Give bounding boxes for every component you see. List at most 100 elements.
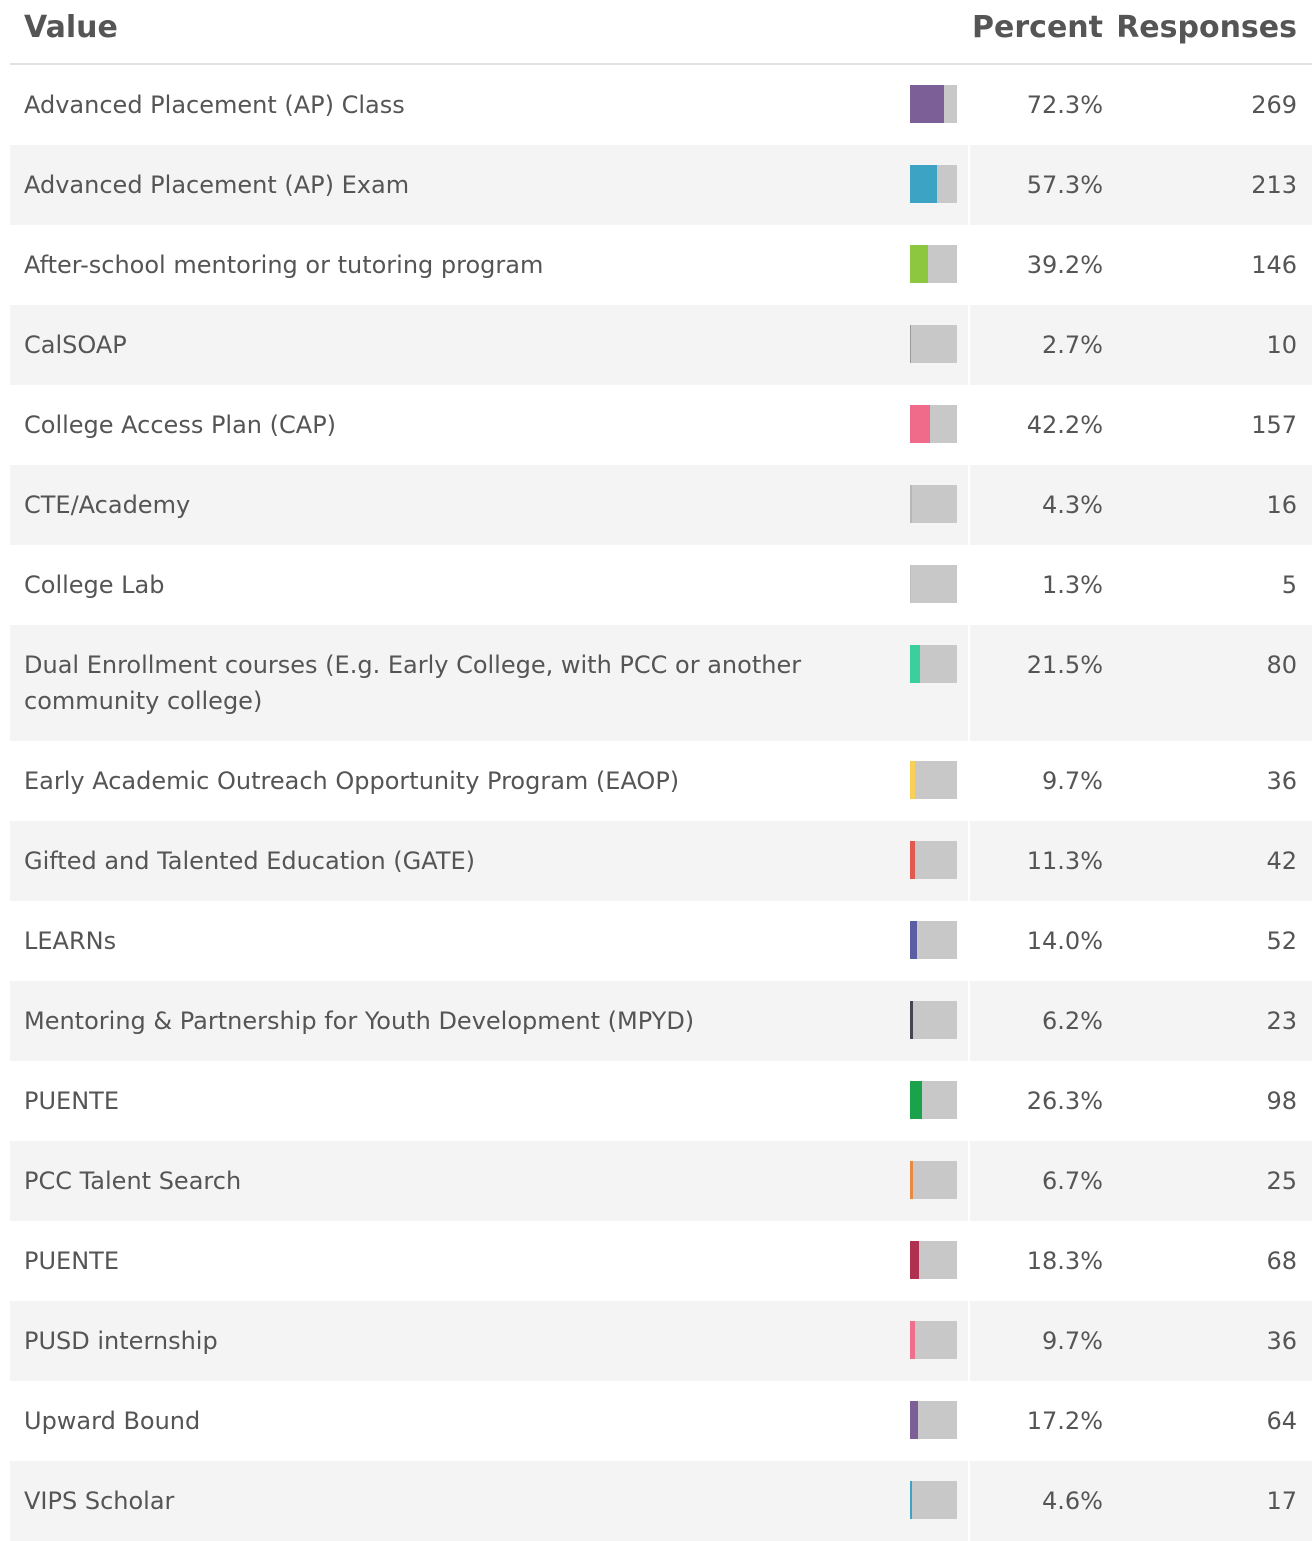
value-label: VIPS Scholar — [24, 1487, 175, 1515]
row: PCC Talent Search 6.7% 25 — [10, 1141, 1312, 1221]
responses: 80 — [1266, 651, 1297, 679]
row: Dual Enrollment courses (E.g. Early Coll… — [10, 625, 1312, 741]
bar-track — [910, 165, 957, 203]
percent: 26.3% — [1026, 1087, 1103, 1115]
row: College Access Plan (CAP) 42.2% 157 — [10, 385, 1312, 465]
value-label: Early Academic Outreach Opportunity Prog… — [24, 767, 680, 795]
bar-fill — [910, 1481, 913, 1519]
value-label: CTE/Academy — [24, 491, 191, 519]
header-cell: Value — [24, 10, 118, 45]
percent: 11.3% — [1026, 847, 1103, 875]
value-label: Gifted and Talented Education (GATE) — [24, 847, 476, 875]
bar-track — [910, 841, 957, 879]
percent: 14.0% — [1026, 927, 1103, 955]
percent: 18.3% — [1026, 1247, 1103, 1275]
bar-fill — [910, 565, 911, 603]
header-cell: Percent — [972, 10, 1103, 45]
bar-fill — [910, 325, 912, 363]
value-label: College Access Plan (CAP) — [24, 411, 337, 439]
bar-track — [910, 565, 957, 603]
responses: 36 — [1266, 767, 1297, 795]
responses: 25 — [1266, 1167, 1297, 1195]
responses: 64 — [1266, 1407, 1297, 1435]
percent: 6.7% — [1042, 1167, 1103, 1195]
bar-fill — [910, 405, 930, 443]
bar-track — [910, 1081, 957, 1119]
bar-fill — [910, 165, 937, 203]
bar-fill — [910, 921, 917, 959]
percent: 4.3% — [1042, 491, 1103, 519]
percent: 42.2% — [1026, 411, 1103, 439]
bar-track — [910, 325, 957, 363]
bar-track — [910, 921, 957, 959]
header-row: Value Percent Responses — [10, 0, 1312, 65]
percent: 1.3% — [1042, 571, 1103, 599]
value-label: Mentoring & Partnership for Youth Develo… — [24, 1007, 695, 1035]
row: Gifted and Talented Education (GATE) 11.3… — [10, 821, 1312, 901]
value-label: Advanced Placement (AP) Exam — [24, 171, 410, 199]
bar-fill — [910, 1161, 914, 1199]
percent: 4.6% — [1042, 1487, 1103, 1515]
row: Mentoring & Partnership for Youth Develo… — [10, 981, 1312, 1061]
percent: 2.7% — [1042, 331, 1103, 359]
bar-track — [910, 1001, 957, 1039]
row: VIPS Scholar 4.6% 17 — [10, 1461, 1312, 1541]
responses: 146 — [1251, 251, 1297, 279]
value-label: CalSOAP — [24, 331, 127, 359]
row: LEARNs 14.0% 52 — [10, 901, 1312, 981]
bar-fill — [910, 485, 913, 523]
bar-fill — [910, 1321, 915, 1359]
percent: 9.7% — [1042, 1327, 1103, 1355]
bar-track — [910, 1241, 957, 1279]
responses: 10 — [1266, 331, 1297, 359]
percent: 39.2% — [1026, 251, 1103, 279]
row: PUENTE 26.3% 98 — [10, 1061, 1312, 1141]
value-label: PCC Talent Search — [24, 1167, 242, 1195]
responses: 23 — [1266, 1007, 1297, 1035]
value-label: Advanced Placement (AP) Class — [24, 91, 405, 119]
responses: 52 — [1266, 927, 1297, 955]
row: CalSOAP 2.7% 10 — [10, 305, 1312, 385]
bar-track — [910, 645, 957, 683]
row: PUSD internship 9.7% 36 — [10, 1301, 1312, 1381]
responses: 17 — [1266, 1487, 1297, 1515]
responses: 213 — [1251, 171, 1297, 199]
responses: 16 — [1266, 491, 1297, 519]
bar-track — [910, 245, 957, 283]
bar-track — [910, 405, 957, 443]
value-label: Dual Enrollment courses (E.g. Early Coll… — [24, 651, 802, 715]
bar-fill — [910, 645, 921, 683]
responses: 269 — [1251, 91, 1297, 119]
row: Early Academic Outreach Opportunity Prog… — [10, 741, 1312, 821]
bar-fill — [910, 245, 929, 283]
percent: 17.2% — [1026, 1407, 1103, 1435]
value-label: College Lab — [24, 571, 165, 599]
responses: 68 — [1266, 1247, 1297, 1275]
bar-fill — [910, 1241, 919, 1279]
responses: 36 — [1266, 1327, 1297, 1355]
row: College Lab 1.3% 5 — [10, 545, 1312, 625]
row: CTE/Academy 4.3% 16 — [10, 465, 1312, 545]
value-label: PUENTE — [24, 1247, 119, 1275]
responses: 5 — [1281, 571, 1297, 599]
bar-fill — [910, 1081, 923, 1119]
percent: 57.3% — [1026, 171, 1103, 199]
value-label: LEARNs — [24, 927, 117, 955]
row: Advanced Placement (AP) Class 72.3% 269 — [10, 65, 1312, 145]
bar-track — [910, 1321, 957, 1359]
bar-fill — [910, 1001, 913, 1039]
bar-track — [910, 85, 957, 123]
bar-fill — [910, 1401, 919, 1439]
percent: 9.7% — [1042, 767, 1103, 795]
value-label: PUSD internship — [24, 1327, 218, 1355]
rows: Advanced Placement (AP) Class 72.3% 269 Adv… — [0, 65, 1312, 1541]
responses: 98 — [1266, 1087, 1297, 1115]
responses: 42 — [1266, 847, 1297, 875]
bar-track — [910, 1481, 957, 1519]
bar-fill — [910, 761, 915, 799]
value-label: Upward Bound — [24, 1407, 201, 1435]
bar-track — [910, 761, 957, 799]
bar-fill — [910, 841, 916, 879]
row: After-school mentoring or tutoring progr… — [10, 225, 1312, 305]
